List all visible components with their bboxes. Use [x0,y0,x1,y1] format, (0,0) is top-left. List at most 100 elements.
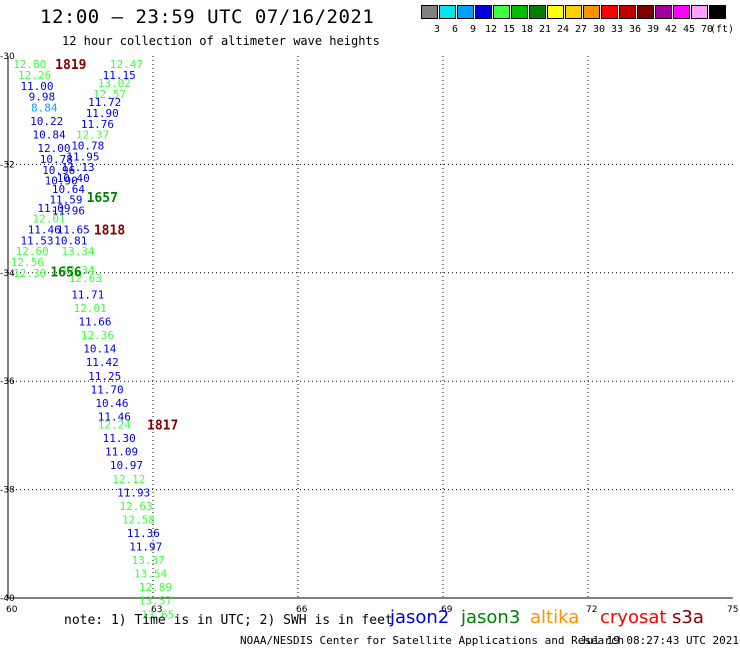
wave-height-value: 9.98 [29,91,56,104]
satellite-legend-s3a: s3a [672,607,704,628]
x-tick-label: 63 [151,605,162,615]
wave-height-value: 12.56 [11,256,44,269]
wave-height-value: 12.01 [74,302,107,315]
wave-height-value: 11.59 [49,194,82,207]
pass-time-label: 1657 [87,191,118,206]
footer-note: note: 1) Time is in UTC; 2) SWH is in fe… [64,613,393,628]
color-swatch [439,5,456,19]
wave-height-value: 13.37 [132,554,165,567]
wave-height-value: 12.37 [76,129,109,142]
color-scale-label: 27 [574,24,588,35]
color-swatch [475,5,492,19]
wave-height-value: 12.12 [112,473,145,486]
color-swatch [529,5,546,19]
wave-height-value: 12.01 [33,213,66,226]
wave-height-value: 12.00 [37,142,70,155]
color-scale-label: 9 [469,24,477,35]
color-swatch [511,5,528,19]
color-scale-label: 6 [451,24,459,35]
y-tick-label: -40 [0,594,15,604]
wave-height-value: 12.80 [13,58,46,71]
wave-height-value: 11.00 [20,80,53,93]
wave-height-value: 12.60 [16,245,49,258]
wave-height-value: 11.70 [91,383,124,396]
color-scale-label: 12 [484,24,498,35]
wave-height-value: 10.96 [42,164,75,177]
wave-height-value: 10.22 [30,115,63,128]
wave-height-value: 10.84 [33,129,66,142]
color-swatch [547,5,564,19]
color-scale-label: 33 [610,24,624,35]
wave-height-value: 10.64 [52,183,85,196]
wave-height-value: 11.09 [37,202,70,215]
color-swatch [457,5,474,19]
wave-height-value: 11.42 [86,356,119,369]
color-scale-label: 39 [646,24,660,35]
color-scale-unit: (ft) [710,24,735,35]
wave-height-value: 10.40 [57,172,90,185]
color-scale-label: 42 [664,24,678,35]
color-swatch [421,5,438,19]
wave-height-value: 12.24 [98,419,131,432]
wave-height-value: 11.96 [52,204,85,217]
color-scale-label: 24 [556,24,570,35]
color-swatch [493,5,510,19]
wave-height-value: 11.36 [127,527,160,540]
color-swatch [565,5,582,19]
wave-height-value: 10.90 [45,175,78,188]
wave-height-value: 13.02 [98,77,131,90]
credit-text: NOAA/NESDIS Center for Satellite Applica… [240,634,625,647]
wave-height-value: 12.36 [81,329,114,342]
satellite-legend-jason3: jason3 [461,607,521,628]
wave-height-value: 10.78 [40,153,73,166]
color-scale-label: 70 [700,24,714,35]
pass-time-label: 1817 [147,419,178,434]
color-swatch [655,5,672,19]
wave-height-value: 12.57 [93,88,126,101]
wave-height-value: 12.89 [139,581,172,594]
wave-height-value: 10.14 [83,343,116,356]
wave-height-value: 12.63 [69,272,102,285]
color-scale-label: 21 [538,24,552,35]
color-swatch [583,5,600,19]
color-scale-label: 36 [628,24,642,35]
color-swatch [691,5,708,19]
pass-time-label: 1819 [55,58,86,73]
wave-height-value: 12.34 [62,264,95,277]
wave-height-value: 11.46 [98,410,131,423]
timestamp-text: Jul 19 08:27:43 UTC 2021 [580,634,739,647]
wave-height-value: 13.65 [141,608,174,621]
y-tick-label: -34 [0,269,15,279]
wave-height-value: 10.46 [95,397,128,410]
wave-height-value: 11.15 [103,69,136,82]
wave-height-value: 11.25 [88,370,121,383]
color-scale-label: 30 [592,24,606,35]
chart-subtitle: 12 hour collection of altimeter wave hei… [62,34,380,48]
wave-height-value: 11.30 [103,432,136,445]
y-tick-label: -32 [0,160,15,170]
x-tick-label: 66 [296,605,308,615]
wave-height-value: 12.58 [122,513,155,526]
y-tick-label: -38 [0,486,15,496]
color-scale-label: 45 [682,24,696,35]
chart-title: 12:00 – 23:59 UTC 07/16/2021 [40,6,375,28]
wave-height-value: 10.81 [54,234,87,247]
pass-time-label: 1818 [94,223,125,238]
x-tick-label: 72 [586,605,597,615]
wave-height-value: 13.57 [139,595,172,608]
color-swatch [619,5,636,19]
color-swatch [673,5,690,19]
wave-height-value: 11.65 [57,223,90,236]
wave-height-value: 11.46 [28,223,61,236]
satellite-legend-jason2: jason2 [390,607,450,628]
wave-height-value: 10.97 [110,459,143,472]
x-tick-label: 75 [727,605,738,615]
wave-height-value: 11.71 [71,288,104,301]
wave-height-value: 11.09 [105,446,138,459]
color-scale-label: 18 [520,24,534,35]
satellite-legend-altika: altika [530,607,580,628]
wave-height-value: 13.34 [62,245,95,258]
wave-height-value: 11.97 [129,541,162,554]
wave-height-value: 11.13 [62,161,95,174]
